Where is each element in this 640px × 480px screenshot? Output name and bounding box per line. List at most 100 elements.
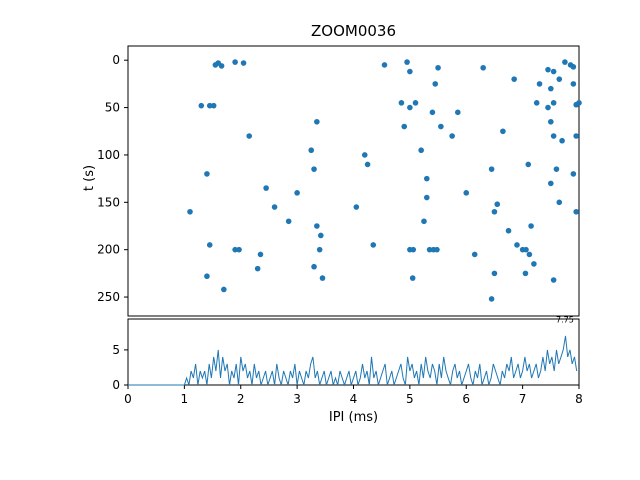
scatter-point	[254, 265, 261, 272]
y-tick-label: 0	[112, 378, 120, 392]
scatter-point	[438, 123, 444, 130]
y-tick-label: 0	[112, 53, 120, 67]
scatter-point	[381, 62, 388, 68]
scatter-point	[491, 208, 498, 215]
scatter-point	[426, 246, 433, 253]
scatter-point	[361, 152, 368, 158]
scatter-point	[531, 261, 537, 267]
scatter-point	[187, 208, 193, 215]
scatter-point	[364, 161, 371, 168]
y-tick-label: 200	[97, 243, 120, 257]
scatter-point	[404, 59, 410, 65]
scatter-point	[570, 64, 577, 70]
scatter-point	[494, 201, 501, 208]
scatter-point	[545, 66, 551, 73]
scatter-point	[434, 246, 440, 253]
scatter-point	[294, 190, 300, 196]
scatter-point	[576, 100, 582, 106]
scatter-point	[423, 194, 430, 201]
y-tick-label: 150	[97, 195, 120, 209]
scatter-point	[573, 133, 579, 139]
scatter-point	[488, 166, 495, 172]
scatter-point	[221, 286, 227, 293]
scatter-point	[370, 242, 377, 248]
scatter-point	[523, 246, 529, 253]
scatter-point	[562, 59, 568, 65]
scatter-point	[463, 190, 470, 196]
x-tick-label: 4	[350, 392, 358, 406]
scatter-point	[236, 246, 242, 253]
scatter-point	[204, 273, 210, 280]
x-tick-label: 1	[181, 392, 189, 406]
scatter-point	[550, 100, 557, 106]
peak-annotation: 7.75	[556, 316, 574, 325]
scatter-axes-frame	[127, 45, 580, 317]
scatter-point	[550, 68, 557, 75]
scatter-point	[210, 102, 217, 109]
scatter-point	[550, 277, 557, 283]
scatter-point	[421, 218, 427, 225]
hist-line	[128, 335, 578, 387]
scatter-point	[319, 275, 326, 281]
x-tick-label: 3	[293, 392, 301, 406]
scatter-point	[353, 204, 360, 210]
x-tick-label: 5	[406, 392, 414, 406]
scatter-point	[556, 199, 563, 206]
scatter-point	[271, 204, 278, 210]
y-tick-label: 5	[112, 343, 120, 357]
scatter-point	[570, 81, 577, 87]
scatter-point	[559, 137, 565, 144]
scatter-point	[410, 246, 417, 253]
scatter-point	[550, 133, 557, 139]
scatter-point	[429, 109, 436, 116]
scatter-point	[449, 133, 455, 139]
scatter-point	[398, 100, 405, 106]
scatter-point	[423, 175, 430, 182]
scatter-point	[257, 251, 264, 258]
scatter-point	[285, 218, 292, 225]
scatter-point	[316, 246, 323, 253]
scatter-point	[505, 227, 512, 234]
scatter-point	[525, 161, 532, 168]
scatter-point	[514, 242, 520, 248]
x-tick-label: 2	[237, 392, 245, 406]
scatter-point	[548, 180, 554, 187]
scatter-point	[401, 123, 408, 130]
scatter-point	[263, 185, 269, 191]
x-tick-label: 6	[462, 392, 470, 406]
scatter-point	[240, 60, 247, 66]
scatter-point	[407, 104, 413, 111]
scatter-point	[432, 81, 439, 87]
scatter-point	[480, 64, 486, 71]
scatter-point	[548, 85, 554, 92]
scatter-point	[206, 242, 213, 248]
scatter-point	[311, 263, 317, 270]
y-tick-label: 50	[105, 101, 120, 115]
scatter-point	[412, 100, 419, 106]
scatter-point	[409, 275, 416, 281]
scatter-point	[556, 76, 563, 82]
scatter-point	[407, 68, 413, 75]
scatter-point	[314, 118, 320, 125]
scatter-point	[204, 171, 210, 177]
scatter-point	[488, 296, 495, 302]
scatter-point	[526, 251, 533, 258]
scatter-point	[536, 81, 543, 87]
scatter-point	[570, 171, 577, 177]
hist-x-axis-label: IPI (ms)	[328, 410, 379, 425]
scatter-point	[314, 223, 320, 229]
scatter-point	[500, 128, 506, 135]
scatter-point	[491, 270, 498, 277]
scatter-point	[553, 166, 560, 172]
x-tick-label: 7	[519, 392, 527, 406]
scatter-point	[318, 232, 324, 239]
scatter-point	[454, 109, 461, 116]
scatter-point	[232, 59, 238, 65]
hist-axes-frame	[127, 318, 580, 386]
scatter-point	[435, 64, 441, 71]
x-tick-label: 0	[124, 392, 132, 406]
scatter-point	[511, 76, 517, 82]
x-tick-label: 8	[575, 392, 583, 406]
